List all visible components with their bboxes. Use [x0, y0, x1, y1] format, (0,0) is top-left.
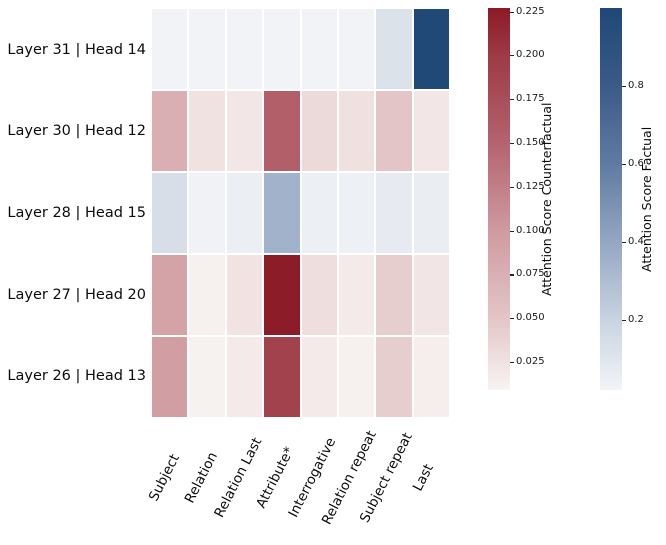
heatmap-cell	[152, 173, 188, 253]
x-tick-label: Last	[410, 461, 438, 494]
heatmap-cell	[264, 91, 300, 171]
x-tick-label: Relation Last	[211, 435, 266, 521]
x-tick-label: Subject	[145, 451, 183, 504]
heatmap-cell	[301, 255, 337, 335]
colorbar-tick	[622, 319, 626, 322]
heatmap-cell	[413, 173, 449, 253]
colorbar-tick-label: 0.8	[628, 79, 644, 91]
colorbar-tick-label: 0.2	[628, 313, 644, 325]
colorbar-tick	[510, 55, 514, 57]
heatmap-cell	[338, 91, 375, 171]
heatmap-cell	[152, 91, 188, 171]
colorbar-tick	[510, 186, 514, 188]
heatmap-cell	[338, 9, 375, 89]
heatmap-grid	[152, 9, 449, 417]
y-tick-label: Layer 28 | Head 15	[7, 204, 146, 221]
colorbar-tick	[622, 163, 626, 166]
heatmap-cell	[189, 9, 225, 89]
colorbar-factual-gradient	[600, 8, 622, 390]
heatmap-cell	[301, 337, 337, 417]
colorbar-tick	[510, 11, 514, 13]
colorbar-tick	[622, 241, 626, 244]
colorbar-tick	[510, 99, 514, 101]
heatmap-cell	[152, 337, 188, 417]
heatmap-cell	[338, 255, 375, 335]
y-tick-label: Layer 27 | Head 20	[7, 286, 146, 303]
heatmap-cell	[226, 255, 263, 335]
heatmap-cell	[413, 255, 449, 335]
colorbar-tick-label: 0.4	[628, 235, 644, 247]
heatmap-cell	[152, 9, 188, 89]
heatmap-cell	[226, 173, 263, 253]
heatmap-cell	[226, 337, 263, 417]
colorbar-tick	[510, 274, 514, 276]
heatmap-cell	[189, 91, 225, 171]
y-tick-label: Layer 31 | Head 14	[7, 41, 146, 58]
heatmap-cell	[264, 337, 300, 417]
colorbar-tick-label: 0.175	[516, 93, 545, 105]
x-tick-label: Relation	[181, 449, 221, 506]
heatmap-cell	[264, 9, 300, 89]
colorbar-tick	[510, 142, 514, 145]
colorbar-tick-label: 0.225	[516, 5, 545, 17]
y-tick-label: Layer 30 | Head 12	[7, 123, 146, 140]
colorbar-tick-label: 0.050	[516, 312, 545, 324]
heatmap-cell	[226, 9, 263, 89]
colorbar-tick-label: 0.125	[516, 180, 545, 192]
heatmap-cell	[338, 337, 375, 417]
heatmap-cell	[413, 9, 449, 89]
heatmap-cell	[226, 91, 263, 171]
colorbar-counterfactual-label: Attention Score Counterfactual	[539, 102, 554, 296]
heatmap-cell	[301, 173, 337, 253]
heatmap-cell	[376, 91, 412, 171]
colorbar-counterfactual-gradient	[488, 8, 510, 390]
heatmap-cell	[413, 337, 449, 417]
heatmap-cell	[264, 255, 300, 335]
heatmap-cell	[152, 255, 188, 335]
colorbar-tick	[510, 230, 514, 232]
colorbar-tick-label: 0.150	[516, 136, 545, 148]
heatmap-cell	[189, 337, 225, 417]
colorbar-tick	[510, 318, 514, 320]
colorbar-tick	[622, 85, 626, 88]
heatmap-cell	[413, 91, 449, 171]
heatmap-cell	[264, 173, 300, 253]
heatmap-cell	[376, 337, 412, 417]
heatmap-cell	[301, 91, 337, 171]
heatmap-cell	[189, 173, 225, 253]
heatmap-cell	[376, 255, 412, 335]
colorbar-tick-label: 0.025	[516, 355, 545, 367]
colorbar-factual-label: Attention Score Factual	[639, 126, 654, 272]
colorbar-tick-label: 0.6	[628, 157, 644, 169]
colorbar-tick-label: 0.075	[516, 268, 545, 280]
heatmap-cell	[376, 9, 412, 89]
colorbar-tick-label: 0.200	[516, 49, 545, 61]
y-tick-label: Layer 26 | Head 13	[7, 367, 146, 384]
colorbar-tick-label: 0.100	[516, 224, 545, 236]
heatmap-cell	[338, 173, 375, 253]
heatmap-cell	[301, 9, 337, 89]
heatmap-cell	[189, 255, 225, 335]
colorbar-tick	[510, 361, 514, 364]
heatmap-cell	[376, 173, 412, 253]
